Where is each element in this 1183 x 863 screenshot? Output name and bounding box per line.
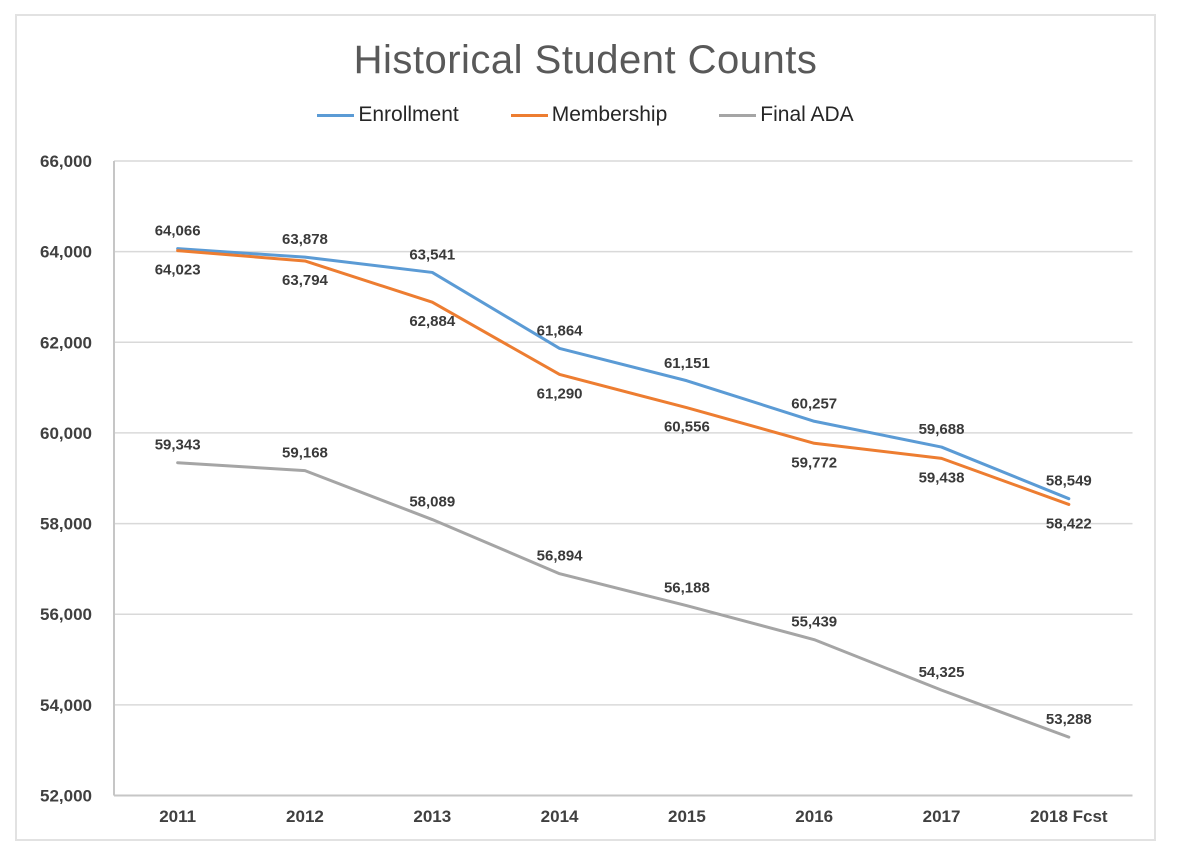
data-label: 60,556 [664,419,710,436]
data-label: 58,089 [409,494,455,511]
final-ada-line-swatch-icon [719,113,757,117]
data-label: 59,343 [155,437,201,454]
data-label: 58,422 [1046,515,1092,532]
gridlines [114,160,1133,797]
data-label: 53,288 [1046,711,1092,728]
data-label: 58,549 [1046,473,1092,490]
x-tick-label: 2014 [541,807,579,826]
x-tick-label: 2013 [413,807,451,826]
legend-item-enrollment: Enrollment [317,103,459,127]
data-label: 64,023 [155,262,201,279]
chart-title: Historical Student Counts [353,38,818,82]
y-tick-label: 56,000 [40,605,92,624]
enrollment-line-swatch-icon [317,113,355,117]
data-label: 56,188 [664,580,710,597]
data-label: 54,325 [919,664,965,681]
final-ada-data-labels: 59,343 59,168 58,089 56,894 56,188 55,439 54,3… [155,437,1092,728]
data-label: 62,884 [409,313,456,330]
data-label: 56,894 [537,548,584,565]
data-label: 59,168 [282,445,328,462]
x-tick-label: 2017 [923,807,961,826]
plot-area-svg: 66,000 64,000 62,000 60,000 58,000 56,000 54,0… [40,152,1133,826]
x-tick-label: 2015 [668,807,706,826]
legend-label: Membership [551,103,668,126]
data-label: 59,438 [919,469,965,486]
data-label: 63,878 [282,231,328,248]
membership-data-labels: 64,023 63,794 62,884 61,290 60,556 59,772 59,4… [155,262,1092,533]
x-tick-label: 2018 Fcst [1030,807,1108,826]
enrollment-line [176,247,1071,501]
x-tick-label: 2016 [795,807,833,826]
membership-line-swatch-icon [510,113,548,117]
legend-label: Enrollment [358,103,459,126]
y-tick-label: 66,000 [40,152,92,171]
final-ada-line [176,461,1071,739]
y-tick-label: 54,000 [40,696,92,715]
y-tick-label: 64,000 [40,243,92,262]
x-tick-label: 2012 [286,807,324,826]
y-tick-label: 62,000 [40,333,92,352]
enrollment-data-labels: 64,066 63,878 63,541 61,864 61,151 60,257 59,6… [155,223,1092,490]
chart-container: Historical Student Counts Enrollment Memb… [15,14,1156,841]
data-label: 59,688 [919,421,965,438]
y-tick-label: 60,000 [40,424,92,443]
y-axis-labels: 66,000 64,000 62,000 60,000 58,000 56,000 54,0… [40,152,92,806]
membership-line [176,249,1071,506]
legend-item-membership: Membership [510,103,668,127]
data-label: 60,257 [791,395,837,412]
data-label: 55,439 [791,614,837,631]
x-tick-label: 2011 [159,807,196,826]
data-label: 61,151 [664,355,710,372]
legend-item-final-ada: Final ADA [719,103,854,127]
y-tick-label: 58,000 [40,515,92,534]
x-axis-labels: 2011 2012 2013 2014 2015 2016 2017 2018 Fcst [159,807,1108,826]
data-label: 59,772 [791,454,837,471]
legend-label: Final ADA [760,103,854,126]
legend: Enrollment Membership Final ADA [17,103,1154,127]
data-label: 63,794 [282,272,329,289]
data-label: 61,864 [537,322,584,339]
data-label: 63,541 [409,246,455,263]
data-label: 64,066 [155,223,201,240]
y-tick-label: 52,000 [40,787,92,806]
data-label: 61,290 [537,385,583,402]
